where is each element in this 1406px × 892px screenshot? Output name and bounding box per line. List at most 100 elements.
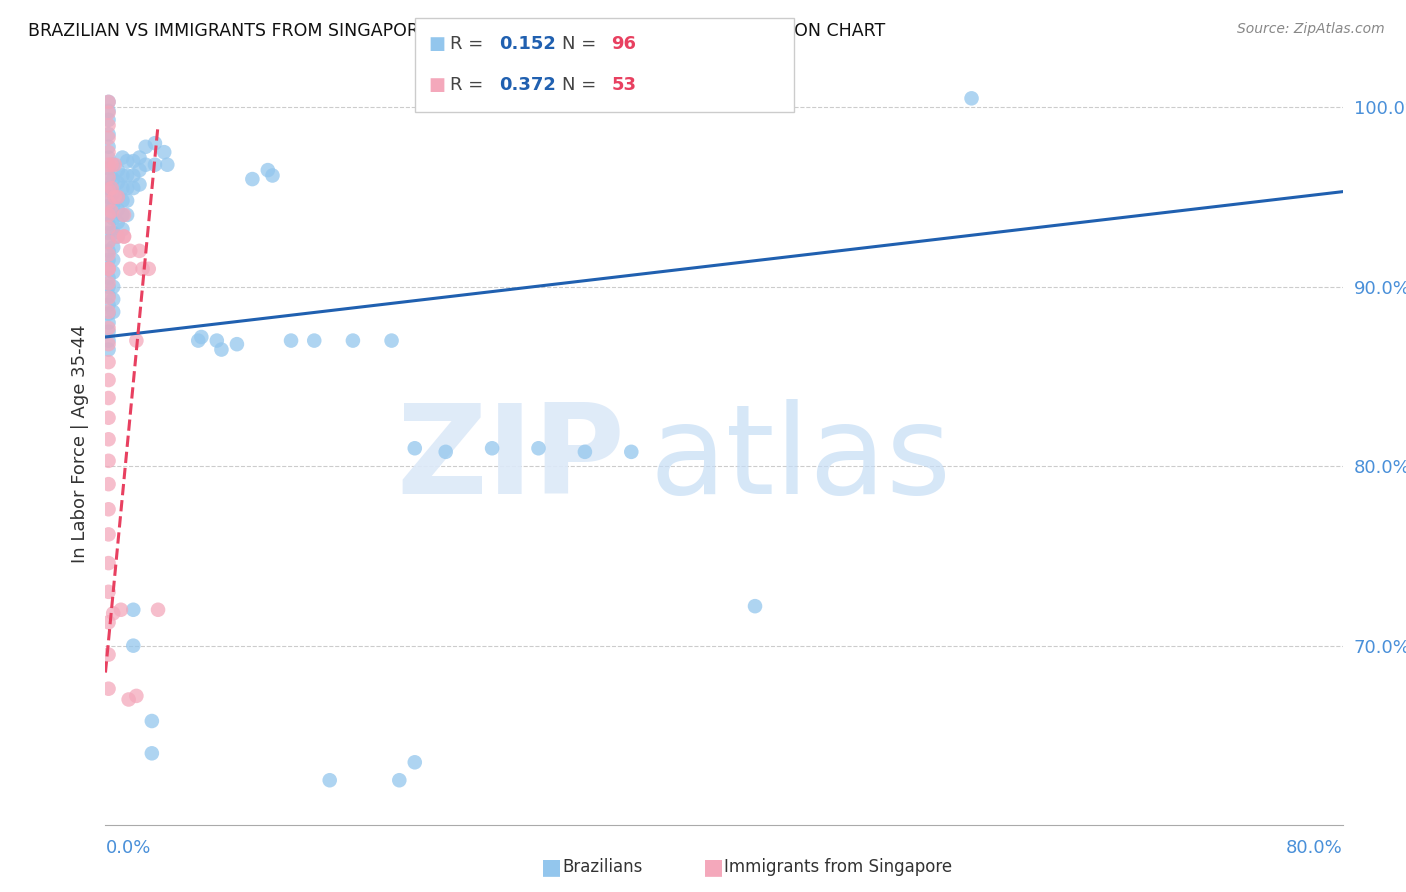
Point <box>146 603 169 617</box>
Text: Brazilians: Brazilians <box>562 858 643 876</box>
Point <box>111 194 134 208</box>
Point <box>125 689 148 703</box>
Point <box>187 334 209 348</box>
Point <box>153 145 176 160</box>
Point <box>97 158 120 172</box>
Point <box>122 639 145 653</box>
Point <box>960 91 983 105</box>
Point <box>211 343 233 357</box>
Point <box>97 195 120 210</box>
Point <box>115 208 138 222</box>
Text: ZIP: ZIP <box>396 399 626 519</box>
Point <box>103 172 124 186</box>
Point <box>97 112 120 127</box>
Point <box>574 445 596 459</box>
Point <box>97 226 120 240</box>
Point <box>135 158 157 172</box>
Point <box>107 163 129 178</box>
Point <box>103 279 124 293</box>
Point <box>128 163 150 178</box>
Point <box>97 432 120 446</box>
Point <box>97 527 120 541</box>
Point <box>97 584 120 599</box>
Point <box>103 186 124 201</box>
Point <box>107 176 129 190</box>
Point <box>115 169 138 183</box>
Point <box>242 172 264 186</box>
Point <box>97 95 120 109</box>
Point <box>97 130 120 145</box>
Point <box>97 208 120 222</box>
Point <box>481 442 503 456</box>
Text: N =: N = <box>562 77 602 95</box>
Text: ■: ■ <box>429 35 446 53</box>
Text: R =: R = <box>450 35 489 53</box>
Point <box>97 199 120 213</box>
Point <box>103 199 124 213</box>
Text: ■: ■ <box>541 857 562 877</box>
Point <box>110 603 132 617</box>
Point <box>97 252 120 267</box>
Point <box>380 334 402 348</box>
Point <box>97 220 120 235</box>
Point <box>141 747 163 761</box>
Point <box>97 140 120 154</box>
Point <box>97 103 120 118</box>
Point <box>103 265 124 279</box>
Point <box>97 279 120 293</box>
Point <box>100 158 122 172</box>
Point <box>103 293 124 307</box>
Point <box>100 181 122 195</box>
Point <box>342 334 364 348</box>
Point <box>97 391 120 405</box>
Point <box>97 298 120 312</box>
Point <box>97 181 120 195</box>
Point <box>115 194 138 208</box>
Point <box>97 454 120 468</box>
Point <box>143 136 166 151</box>
Point <box>118 692 141 706</box>
Point <box>97 316 120 330</box>
Point <box>97 681 120 696</box>
Point <box>103 240 124 254</box>
Point <box>97 261 120 276</box>
Point <box>97 217 120 231</box>
Point <box>135 140 157 154</box>
Point <box>111 151 134 165</box>
Point <box>128 244 150 258</box>
Point <box>97 235 120 249</box>
Point <box>156 158 179 172</box>
Text: BRAZILIAN VS IMMIGRANTS FROM SINGAPORE IN LABOR FORCE | AGE 35-44 CORRELATION CH: BRAZILIAN VS IMMIGRANTS FROM SINGAPORE I… <box>28 22 886 40</box>
Y-axis label: In Labor Force | Age 35-44: In Labor Force | Age 35-44 <box>70 325 89 563</box>
Point <box>138 261 160 276</box>
Point <box>620 445 643 459</box>
Point <box>103 252 124 267</box>
Text: ■: ■ <box>429 77 446 95</box>
Point <box>97 208 120 222</box>
Point <box>97 170 120 185</box>
Point <box>107 190 129 204</box>
Point <box>97 118 120 132</box>
Point <box>97 105 120 120</box>
Point <box>97 145 120 160</box>
Point <box>103 158 124 172</box>
Point <box>97 325 120 339</box>
Point <box>404 442 426 456</box>
Point <box>143 158 166 172</box>
Point <box>97 337 120 351</box>
Point <box>111 169 134 183</box>
Point <box>122 169 145 183</box>
Point <box>111 181 134 195</box>
Text: Source: ZipAtlas.com: Source: ZipAtlas.com <box>1237 22 1385 37</box>
Point <box>112 229 135 244</box>
Point <box>111 222 134 236</box>
Point <box>97 276 120 290</box>
Point <box>128 178 150 192</box>
Point <box>97 247 120 261</box>
Point <box>97 172 120 186</box>
Point <box>100 204 122 219</box>
Point <box>256 163 278 178</box>
Point <box>122 181 145 195</box>
Point <box>122 603 145 617</box>
Point <box>97 355 120 369</box>
